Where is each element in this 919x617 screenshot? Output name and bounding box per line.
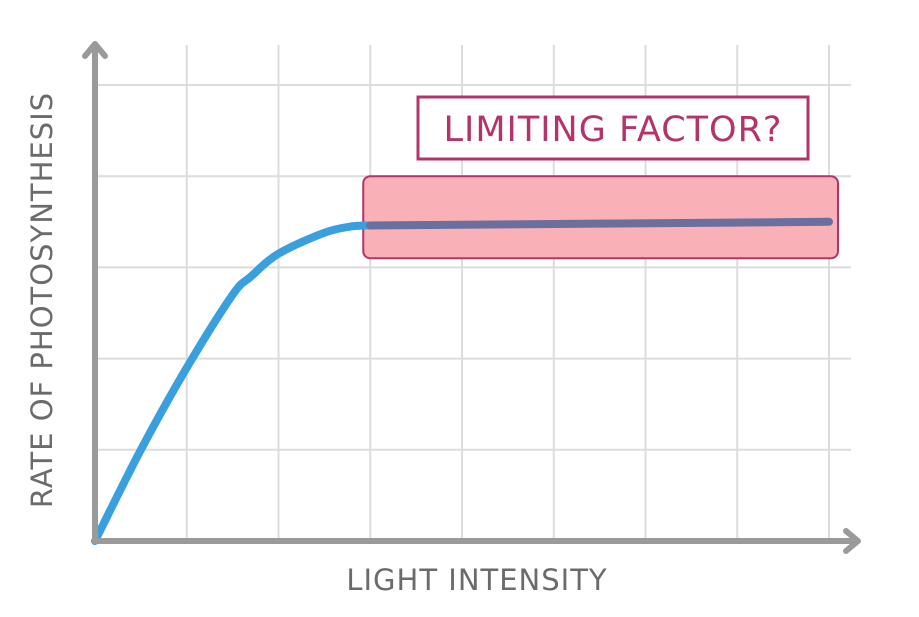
y-axis-arrow (82, 41, 108, 59)
annotation-label: LIMITING FACTOR? (444, 110, 783, 150)
limiting-factor-highlight (362, 175, 839, 260)
x-axis-arrow (843, 528, 861, 554)
annotation-box: LIMITING FACTOR? (416, 95, 810, 161)
annotation-frame (416, 95, 810, 161)
series-line-2 (366, 217, 833, 230)
series-lines (91, 217, 833, 545)
y-axis-label: RATE OF PHOTOSYNTHESIS (25, 92, 59, 508)
x-axis-label: LIGHT INTENSITY (346, 563, 607, 597)
axes (82, 41, 861, 554)
series-line-1 (91, 221, 375, 545)
highlight-region (362, 175, 839, 260)
